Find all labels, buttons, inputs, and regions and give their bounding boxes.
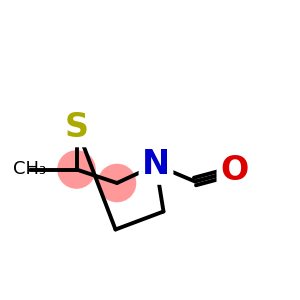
Circle shape [58,151,95,188]
Text: S: S [64,111,88,144]
Text: CH₃: CH₃ [14,160,46,178]
Text: O: O [220,154,248,188]
Text: N: N [142,148,170,182]
Text: S: S [64,111,88,144]
Text: N: N [142,148,170,182]
Circle shape [98,164,136,202]
Text: O: O [220,154,248,188]
